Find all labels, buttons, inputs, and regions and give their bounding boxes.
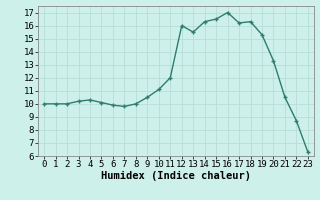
X-axis label: Humidex (Indice chaleur): Humidex (Indice chaleur) xyxy=(101,171,251,181)
